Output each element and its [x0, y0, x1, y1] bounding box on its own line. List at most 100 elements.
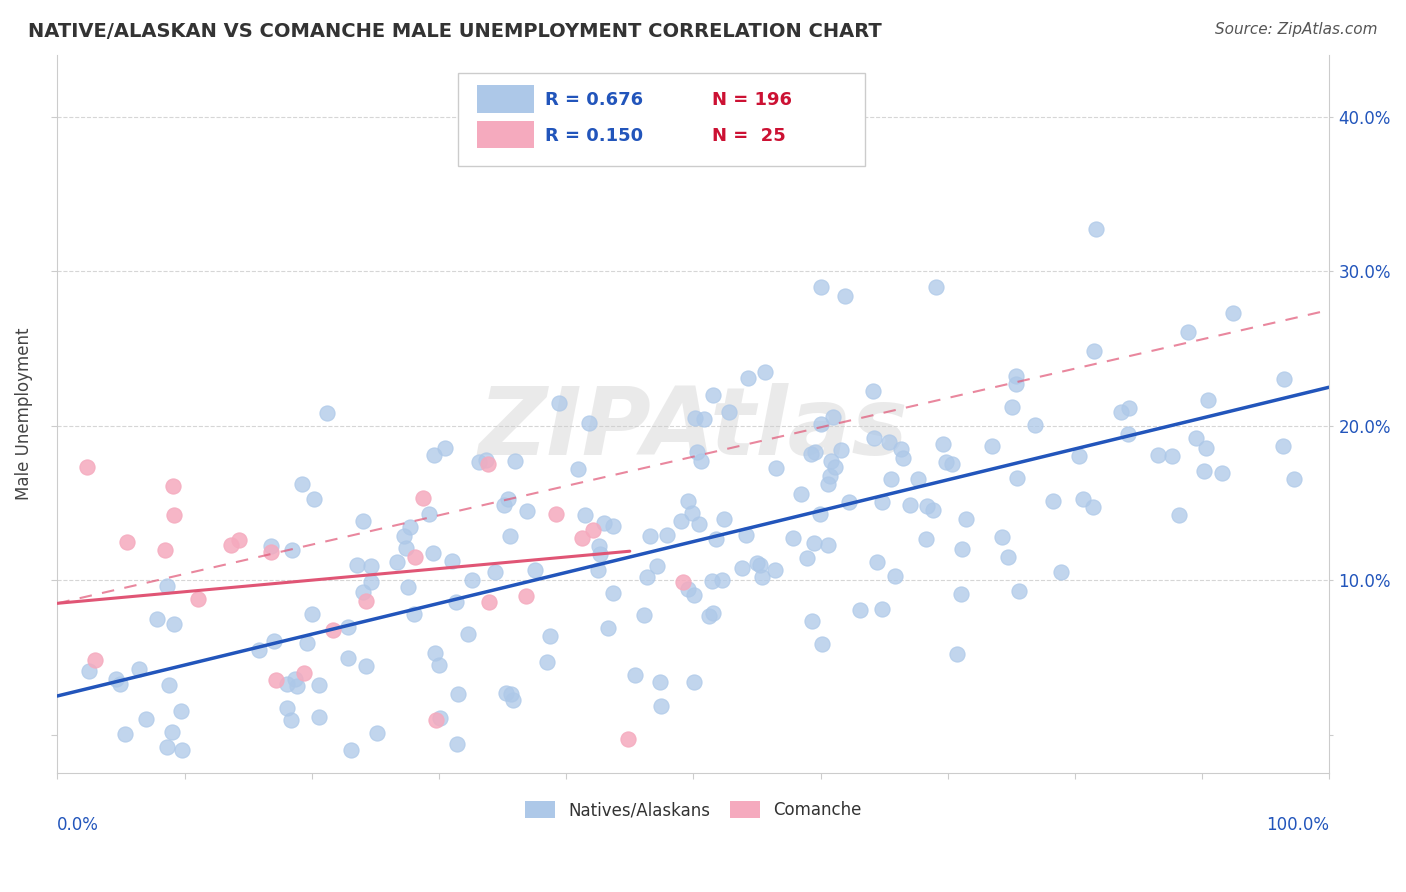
Natives/Alaskans [337, 651, 360, 665]
Natives/Alaskans [804, 444, 827, 458]
Natives/Alaskans [340, 743, 363, 757]
Natives/Alaskans [737, 371, 759, 385]
Comanche [153, 543, 176, 558]
Natives/Alaskans [353, 585, 375, 599]
Natives/Alaskans [796, 551, 818, 566]
Natives/Alaskans [588, 539, 610, 553]
Natives/Alaskans [1282, 472, 1305, 486]
FancyBboxPatch shape [477, 121, 534, 148]
Natives/Alaskans [536, 656, 558, 670]
Natives/Alaskans [879, 435, 901, 450]
Natives/Alaskans [263, 634, 285, 648]
Natives/Alaskans [285, 679, 308, 693]
Natives/Alaskans [880, 473, 903, 487]
Natives/Alaskans [803, 536, 825, 550]
Natives/Alaskans [915, 499, 938, 513]
Comanche [219, 538, 242, 552]
Natives/Alaskans [395, 541, 418, 556]
Natives/Alaskans [157, 678, 180, 692]
Natives/Alaskans [281, 542, 304, 557]
FancyBboxPatch shape [458, 73, 865, 167]
Natives/Alaskans [396, 580, 419, 594]
Comanche [404, 549, 426, 564]
Natives/Alaskans [890, 442, 912, 457]
Natives/Alaskans [1195, 441, 1218, 455]
Natives/Alaskans [821, 410, 844, 425]
Natives/Alaskans [870, 495, 893, 509]
Natives/Alaskans [484, 565, 506, 579]
Y-axis label: Male Unemployment: Male Unemployment [15, 328, 32, 500]
Natives/Alaskans [308, 678, 330, 692]
Natives/Alaskans [990, 530, 1012, 544]
Natives/Alaskans [636, 570, 658, 584]
Comanche [582, 523, 605, 537]
Natives/Alaskans [360, 575, 382, 590]
Natives/Alaskans [494, 498, 516, 512]
Natives/Alaskans [731, 560, 754, 574]
Natives/Alaskans [676, 582, 699, 597]
Natives/Alaskans [434, 441, 457, 455]
Natives/Alaskans [1177, 325, 1199, 339]
Natives/Alaskans [146, 612, 169, 626]
Natives/Alaskans [429, 711, 451, 725]
Natives/Alaskans [638, 529, 661, 543]
Natives/Alaskans [502, 693, 524, 707]
Natives/Alaskans [337, 620, 360, 634]
Natives/Alaskans [717, 405, 740, 419]
Natives/Alaskans [352, 514, 374, 528]
Comanche [425, 713, 447, 727]
Natives/Alaskans [440, 554, 463, 568]
Natives/Alaskans [1272, 372, 1295, 386]
Comanche [616, 731, 638, 746]
Comanche [83, 652, 105, 666]
Natives/Alaskans [702, 388, 724, 402]
Natives/Alaskans [689, 454, 711, 468]
Natives/Alaskans [516, 504, 538, 518]
Natives/Alaskans [444, 595, 467, 609]
Natives/Alaskans [1042, 494, 1064, 508]
Natives/Alaskans [1071, 491, 1094, 506]
Natives/Alaskans [810, 417, 832, 432]
Natives/Alaskans [1118, 427, 1140, 442]
Natives/Alaskans [811, 637, 834, 651]
Natives/Alaskans [156, 740, 179, 755]
Natives/Alaskans [997, 550, 1019, 565]
Natives/Alaskans [1084, 222, 1107, 236]
Comanche [260, 545, 283, 559]
Natives/Alaskans [848, 603, 870, 617]
Text: 0.0%: 0.0% [58, 816, 100, 834]
Comanche [264, 673, 287, 687]
Natives/Alaskans [648, 674, 671, 689]
Natives/Alaskans [870, 602, 893, 616]
Natives/Alaskans [1008, 584, 1031, 599]
Natives/Alaskans [538, 629, 561, 643]
Natives/Alaskans [284, 672, 307, 686]
Text: N =  25: N = 25 [713, 128, 786, 145]
Natives/Alaskans [765, 460, 787, 475]
Natives/Alaskans [1194, 464, 1216, 478]
Natives/Alaskans [297, 636, 319, 650]
Natives/Alaskans [1005, 368, 1028, 383]
Natives/Alaskans [925, 280, 948, 294]
Natives/Alaskans [735, 528, 758, 542]
Natives/Alaskans [950, 542, 973, 557]
Natives/Alaskans [1024, 417, 1046, 432]
Natives/Alaskans [915, 532, 938, 546]
Comanche [478, 595, 501, 609]
Natives/Alaskans [713, 512, 735, 526]
Natives/Alaskans [1118, 401, 1140, 415]
Natives/Alaskans [830, 442, 852, 457]
Natives/Alaskans [128, 662, 150, 676]
Natives/Alaskans [907, 472, 929, 486]
Text: R = 0.150: R = 0.150 [544, 128, 643, 145]
Natives/Alaskans [1081, 500, 1104, 514]
Natives/Alaskans [446, 737, 468, 751]
Natives/Alaskans [782, 531, 804, 545]
Natives/Alaskans [789, 487, 811, 501]
Natives/Alaskans [693, 412, 716, 426]
Natives/Alaskans [1271, 439, 1294, 453]
Natives/Alaskans [801, 615, 824, 629]
Natives/Alaskans [751, 570, 773, 584]
Natives/Alaskans [633, 608, 655, 623]
Natives/Alaskans [1222, 306, 1244, 320]
